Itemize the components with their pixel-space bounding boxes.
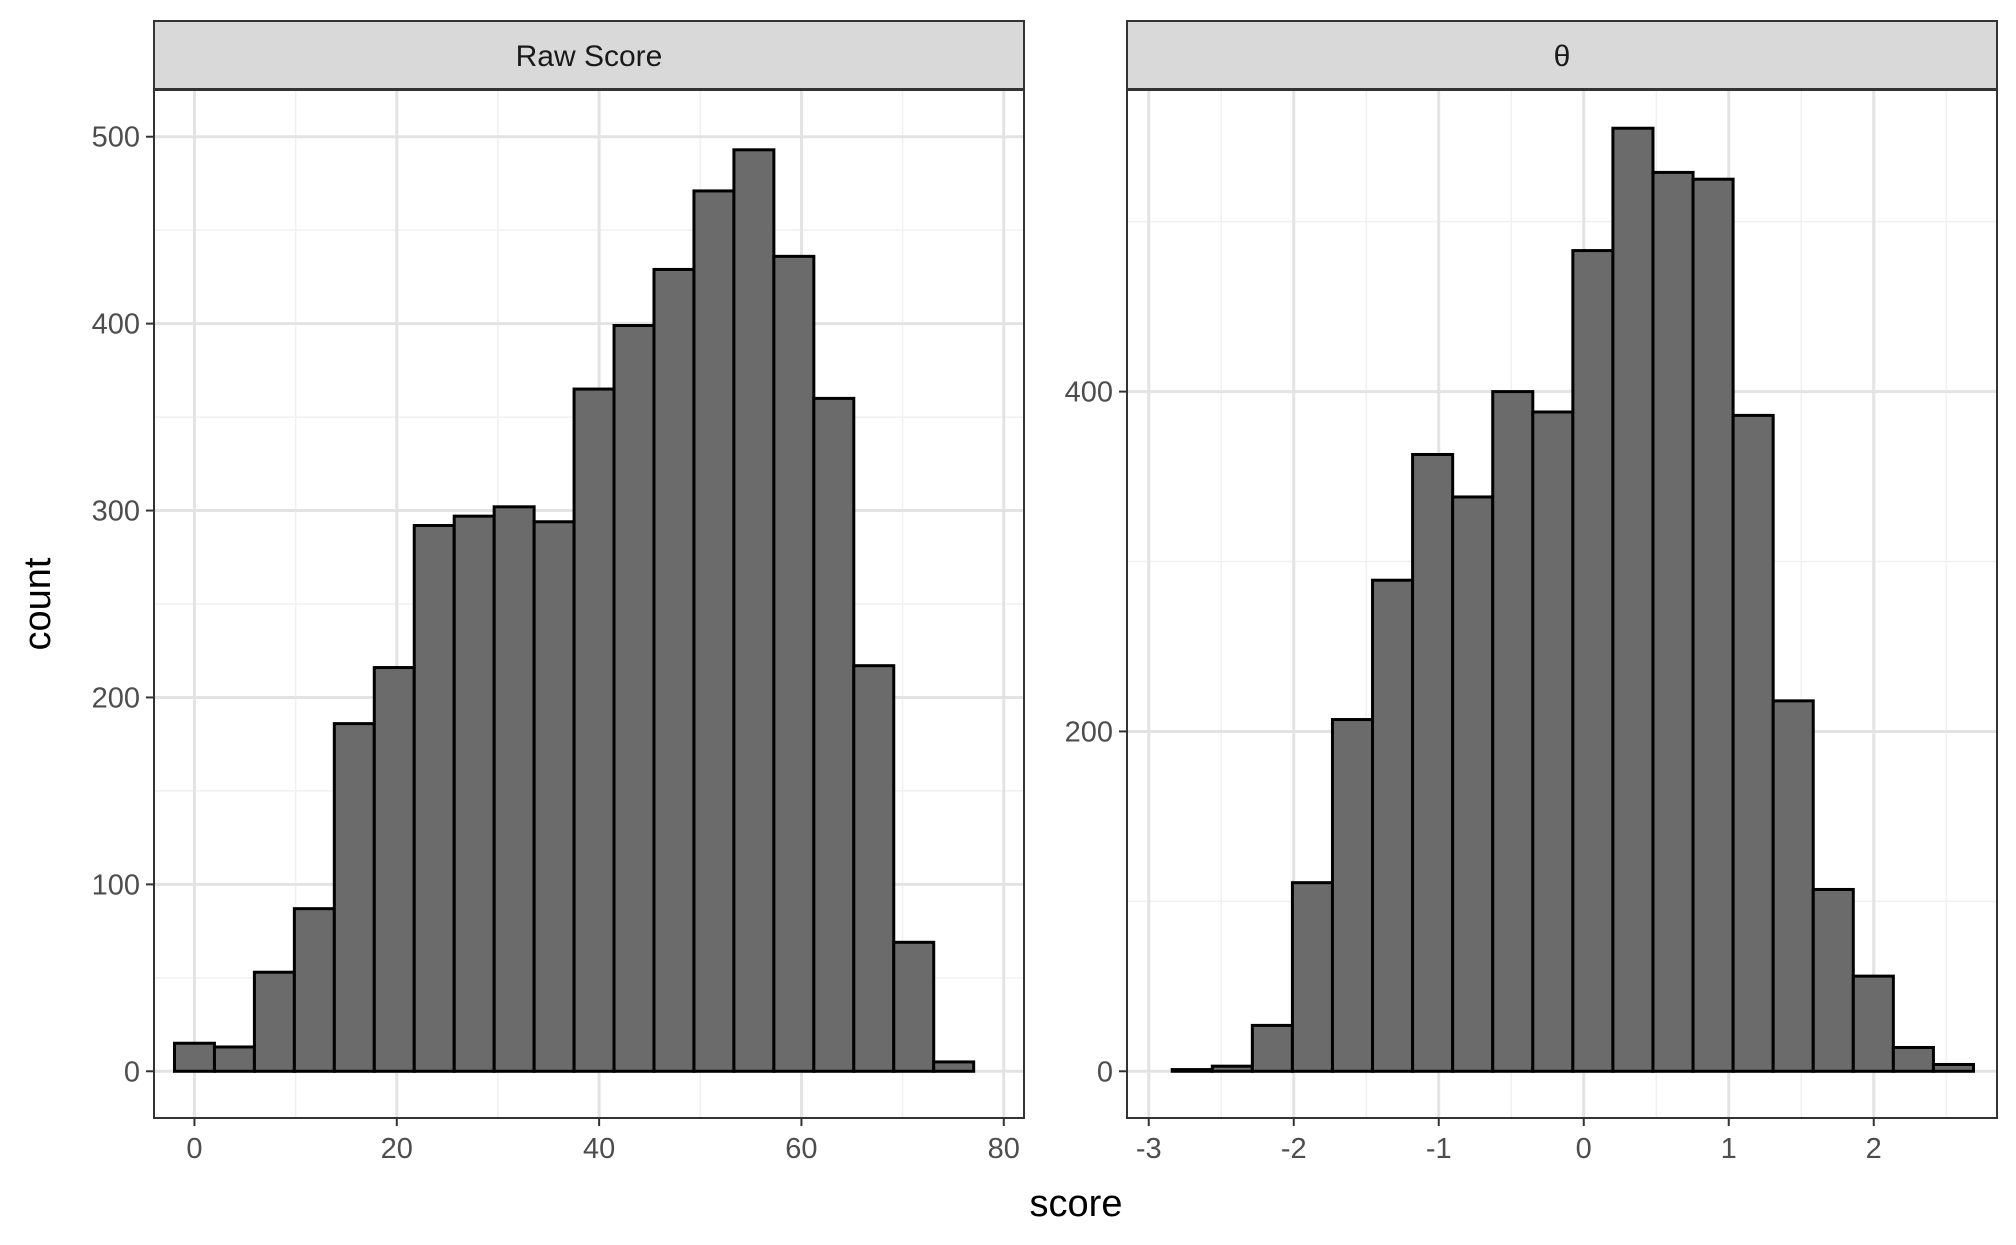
y-tick-label: 500 [92,122,140,154]
facet-strip [153,20,1025,90]
y-tick-label: 0 [1097,1056,1113,1088]
histogram-bar [172,1041,216,1073]
histogram-bar [1851,974,1895,1073]
y-tick-label: 200 [1065,716,1113,748]
histogram-bar [1811,887,1855,1073]
histogram-bar [1531,410,1575,1073]
x-tick-label: 2 [1866,1133,1882,1165]
histogram-bar [1731,413,1775,1073]
histogram-bar [932,1060,976,1073]
histogram-bar [1250,1023,1294,1073]
histogram-bar [1891,1045,1935,1073]
histogram-bar [1371,578,1415,1073]
histogram-bar [1651,170,1695,1073]
histogram-bar [532,520,576,1073]
x-tick-label: -3 [1136,1133,1162,1165]
y-tick-label: 400 [1065,377,1113,409]
facet-strip [1126,20,1998,90]
x-tick-label: -2 [1281,1133,1307,1165]
x-tick-label: 20 [381,1133,413,1165]
histogram-bar [1411,452,1455,1073]
histogram-bar [572,387,616,1073]
x-axis-title: score [1030,1183,1123,1225]
histogram-bar [1290,881,1334,1073]
histogram-bar [1611,126,1655,1073]
histogram-bar [1491,390,1535,1073]
y-tick-label: 100 [92,869,140,901]
histogram-bar [772,254,816,1073]
x-tick-label: 60 [785,1133,817,1165]
histogram-bar [1691,177,1735,1073]
panel-2: θ -3 -2 -1 0 1 2 0 200 400 [1065,20,1998,1165]
y-tick-label: 300 [92,496,140,528]
y-tick-label: 0 [124,1056,140,1088]
histogram-bar [692,189,736,1073]
histogram-bar [652,267,696,1073]
facet-strip-label: θ [1554,40,1571,73]
y-axis-title: count [17,557,59,650]
histogram-bar [1330,718,1375,1073]
histogram-bar [292,907,336,1073]
x-tick-label: 1 [1721,1133,1737,1165]
histogram-bar [452,514,496,1073]
histogram-bar [852,664,896,1073]
histogram-bar [892,940,936,1073]
x-tick-label: 0 [186,1133,202,1165]
x-tick-label: 80 [988,1133,1020,1165]
histogram-bar [812,396,856,1073]
histogram-bar [1451,495,1495,1073]
y-tick-label: 200 [92,682,140,714]
x-tick-label: 40 [583,1133,615,1165]
histogram-bar [372,666,416,1073]
histogram-bar [1771,699,1815,1073]
panel-1: Raw Score 0 20 40 60 80 0 100 200 300 400 500 [92,20,1025,1165]
histogram-bar [252,970,296,1073]
x-tick-label: 0 [1576,1133,1592,1165]
y-tick-label: 400 [92,309,140,341]
histogram-bar [732,148,776,1073]
histogram-bar [1571,249,1615,1073]
histogram-bar [1931,1062,1975,1073]
histogram-bar [332,722,376,1073]
histogram-bar [492,505,536,1073]
histogram-bar [412,523,456,1073]
histogram-bar [212,1045,256,1073]
histogram-bar [1170,1068,1214,1073]
x-tick-label: -1 [1426,1133,1452,1165]
histogram-bar [612,324,656,1073]
histogram-bar [1210,1064,1254,1073]
facet-strip-label: Raw Score [516,40,663,73]
